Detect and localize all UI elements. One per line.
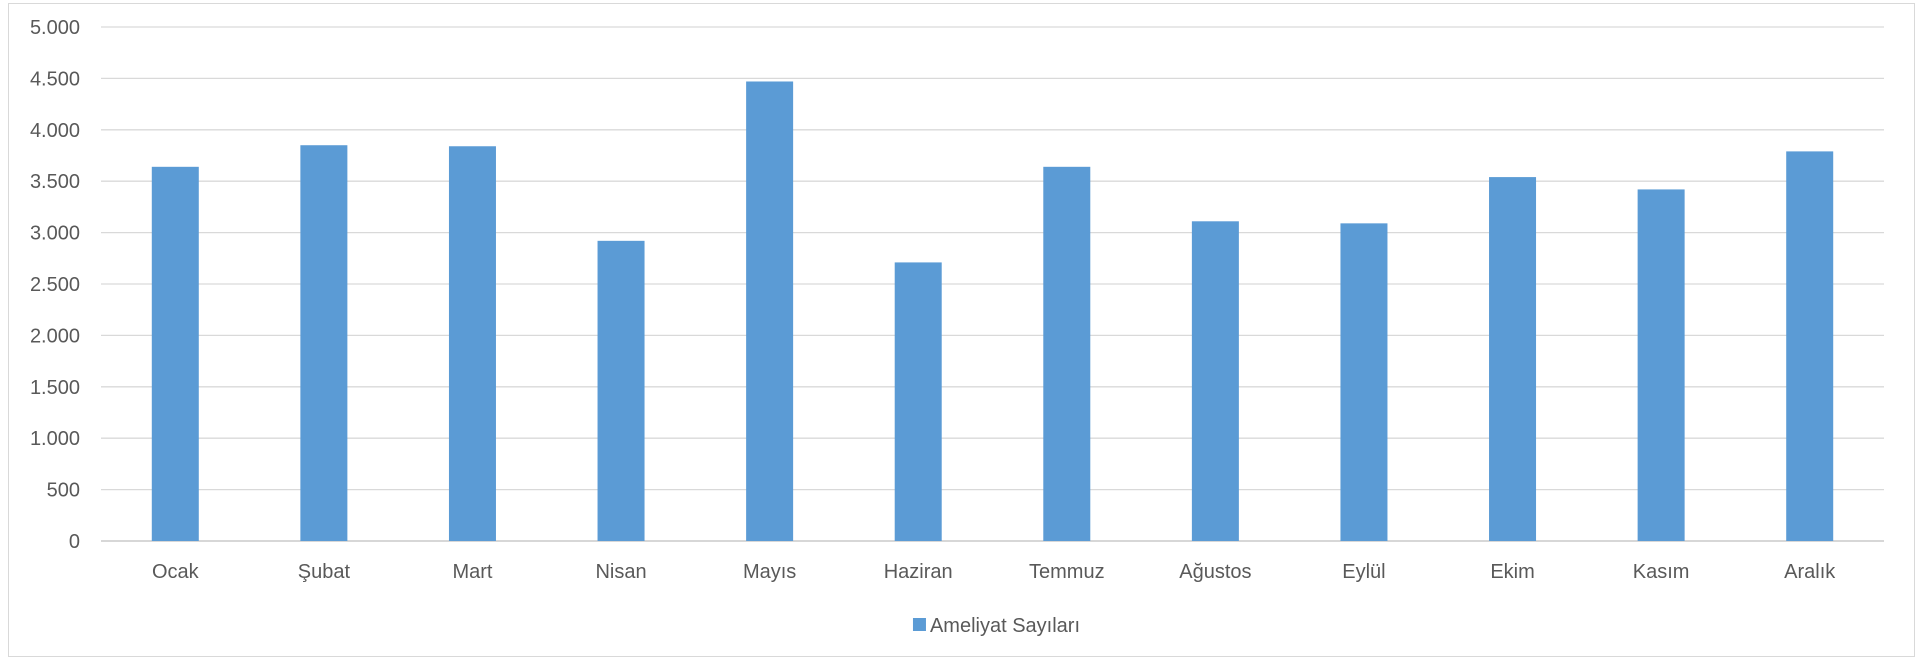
y-tick-label: 2.500 [30,274,80,296]
bar-series [151,81,1834,542]
x-tick-label: Aralık [1784,561,1836,583]
y-tick-label: 500 [47,480,80,502]
bar-1 [300,145,348,541]
x-tick-label: Nisan [595,561,646,583]
bar-9 [1489,177,1537,541]
legend-swatch [912,618,926,631]
legend: Ameliyat Sayıları [912,615,1080,637]
x-tick-label: Kasım [1633,561,1690,583]
x-tick-label: Mart [452,561,492,583]
y-tick-label: 1.500 [30,377,80,399]
bar-6 [1043,166,1091,542]
bar-4 [746,81,794,541]
y-tick-label: 3.000 [30,223,80,245]
x-axis-tick-labels: Ocak Şubat Mart Nisan Mayıs Haziran Temmuz Ağus… [152,561,1836,583]
y-tick-label: 1.000 [30,428,80,450]
bar-8 [1340,223,1388,541]
x-tick-label: Ağustos [1179,561,1251,583]
x-tick-label: Ocak [152,561,200,583]
bar-7 [1191,221,1239,542]
legend-label: Ameliyat Sayıları [930,615,1080,637]
bar-10 [1637,189,1685,541]
bar-2 [448,146,496,542]
bar-3 [597,240,645,541]
gridlines [101,26,1884,542]
x-tick-label: Temmuz [1029,561,1105,583]
y-tick-label: 4.000 [30,120,80,142]
bar-11 [1786,151,1834,541]
bar-0 [151,166,199,542]
bar-5 [894,262,942,541]
x-tick-label: Eylül [1342,561,1385,583]
y-tick-label: 5.000 [30,17,80,39]
y-axis-tick-labels: 0 500 1.000 1.500 2.000 2.500 3.000 3.500 4.000 4… [30,17,80,553]
x-tick-label: Mayıs [743,561,796,583]
x-tick-label: Ekim [1490,561,1534,583]
y-tick-label: 3.500 [30,171,80,193]
y-tick-label: 4.500 [30,68,80,90]
y-tick-label: 0 [69,531,80,553]
x-tick-label: Şubat [298,561,351,583]
x-tick-label: Haziran [884,561,953,583]
y-tick-label: 2.000 [30,325,80,347]
